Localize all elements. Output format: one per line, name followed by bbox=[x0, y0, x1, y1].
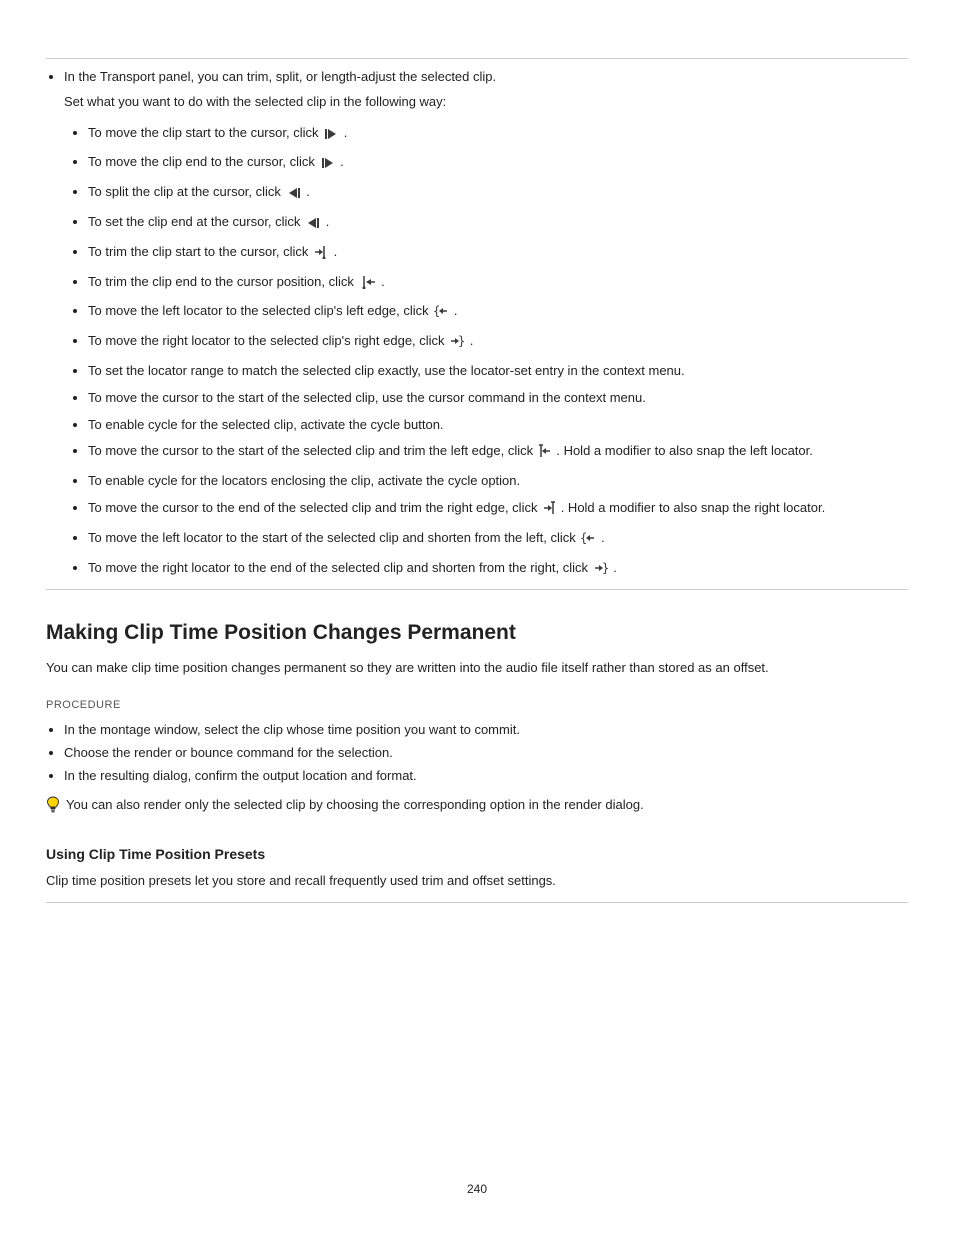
bottom-rule bbox=[46, 902, 908, 903]
list-item: To split the clip at the cursor, click . bbox=[88, 182, 908, 206]
section1-instruction: Set what you want to do with the selecte… bbox=[64, 92, 908, 113]
list-item: In the montage window, select the clip w… bbox=[64, 720, 908, 741]
item-pre: To set the clip end at the cursor, click bbox=[88, 214, 304, 229]
list-item: To enable cycle for the locators enclosi… bbox=[88, 471, 908, 492]
item-pre: To trim the clip start to the cursor, cl… bbox=[88, 244, 312, 259]
list-item: To move the cursor to the start of the s… bbox=[88, 441, 908, 465]
tip-row: You can also render only the selected cl… bbox=[46, 795, 908, 821]
top-rule bbox=[46, 58, 908, 59]
item-pre: To move the cursor to the start of the s… bbox=[88, 443, 537, 458]
item-post: . bbox=[381, 274, 385, 289]
trim-end-icon bbox=[359, 275, 377, 296]
cursor-to-end-icon bbox=[542, 501, 556, 522]
trim-start-icon bbox=[313, 245, 329, 266]
step-forward-icon bbox=[323, 126, 339, 147]
item-pre: To move the clip end to the cursor, clic… bbox=[88, 154, 319, 169]
item-pre: To move the clip start to the cursor, cl… bbox=[88, 125, 322, 140]
section2-body1: You can make clip time position changes … bbox=[46, 658, 908, 679]
item-pre: To move the right locator to the selecte… bbox=[88, 333, 448, 348]
list-item: To move the clip start to the cursor, cl… bbox=[88, 123, 908, 147]
list-item: To move the right locator to the end of … bbox=[88, 558, 908, 582]
procedure-list: In the montage window, select the clip w… bbox=[46, 720, 908, 786]
item-post: . bbox=[334, 244, 338, 259]
step-text: In the montage window, select the clip w… bbox=[64, 722, 520, 737]
section1-inner-list: To move the clip start to the cursor, cl… bbox=[64, 123, 908, 582]
shorten-right-icon: } bbox=[593, 561, 609, 582]
svg-text:}: } bbox=[458, 334, 465, 348]
item-pre: To move the right locator to the end of … bbox=[88, 560, 592, 575]
item-post: . bbox=[601, 530, 605, 545]
item-post: . bbox=[326, 214, 330, 229]
item-pre: To enable cycle for the selected clip, a… bbox=[88, 417, 444, 432]
item-post: . Hold a modifier to also snap the left … bbox=[556, 443, 813, 458]
step-text: Choose the render or bounce command for … bbox=[64, 745, 393, 760]
list-item: To move the cursor to the end of the sel… bbox=[88, 498, 908, 522]
section1-intro: In the Transport panel, you can trim, sp… bbox=[64, 69, 496, 84]
item-post: . Hold a modifier to also snap the right… bbox=[561, 500, 825, 515]
list-item: To trim the clip start to the cursor, cl… bbox=[88, 242, 908, 266]
section2-title: Making Clip Time Position Changes Perman… bbox=[46, 616, 908, 650]
item-post: . bbox=[454, 303, 458, 318]
item-pre: To split the clip at the cursor, click bbox=[88, 184, 285, 199]
list-item: To move the left locator to the start of… bbox=[88, 528, 908, 552]
svg-text:}: } bbox=[602, 561, 609, 575]
item-pre: To move the cursor to the end of the sel… bbox=[88, 500, 541, 515]
item-pre: To trim the clip end to the cursor posit… bbox=[88, 274, 358, 289]
item-pre: To move the left locator to the start of… bbox=[88, 530, 579, 545]
step-text: In the resulting dialog, confirm the out… bbox=[64, 768, 417, 783]
mid-rule bbox=[46, 589, 908, 590]
list-item: Choose the render or bounce command for … bbox=[64, 743, 908, 764]
item-post: . bbox=[344, 125, 348, 140]
procedure-label: PROCEDURE bbox=[46, 697, 908, 715]
lightbulb-icon bbox=[46, 796, 60, 821]
section1-intro-item: In the Transport panel, you can trim, sp… bbox=[64, 67, 908, 581]
page-number: 240 bbox=[0, 1180, 954, 1199]
step-forward-alt-icon bbox=[320, 155, 336, 176]
item-pre: To move the left locator to the selected… bbox=[88, 303, 432, 318]
locator-left-icon: { bbox=[433, 304, 449, 325]
tip-text: You can also render only the selected cl… bbox=[66, 795, 644, 816]
item-pre: To enable cycle for the locators enclosi… bbox=[88, 473, 520, 488]
list-item: To set the locator range to match the se… bbox=[88, 361, 908, 382]
section1-outer-list: In the Transport panel, you can trim, sp… bbox=[46, 67, 908, 581]
step-back-alt-icon bbox=[305, 215, 321, 236]
section2-body2: Clip time position presets let you store… bbox=[46, 871, 908, 892]
list-item: To trim the clip end to the cursor posit… bbox=[88, 272, 908, 296]
list-item: To move the right locator to the selecte… bbox=[88, 331, 908, 355]
cursor-to-start-icon bbox=[538, 444, 552, 465]
list-item: To move the left locator to the selected… bbox=[88, 301, 908, 325]
list-item: To move the cursor to the start of the s… bbox=[88, 388, 908, 409]
list-item: To move the clip end to the cursor, clic… bbox=[88, 152, 908, 176]
item-post: . bbox=[613, 560, 617, 575]
item-post: . bbox=[340, 154, 344, 169]
step-back-icon bbox=[286, 185, 302, 206]
item-post: . bbox=[470, 333, 474, 348]
list-item: To set the clip end at the cursor, click… bbox=[88, 212, 908, 236]
item-post: . bbox=[306, 184, 310, 199]
section2-subtitle: Using Clip Time Position Presets bbox=[46, 843, 908, 865]
list-item: In the resulting dialog, confirm the out… bbox=[64, 766, 908, 787]
item-pre: To set the locator range to match the se… bbox=[88, 363, 685, 378]
shorten-left-icon: { bbox=[580, 531, 596, 552]
list-item: To enable cycle for the selected clip, a… bbox=[88, 415, 908, 436]
item-pre: To move the cursor to the start of the s… bbox=[88, 390, 646, 405]
locator-right-icon: } bbox=[449, 334, 465, 355]
